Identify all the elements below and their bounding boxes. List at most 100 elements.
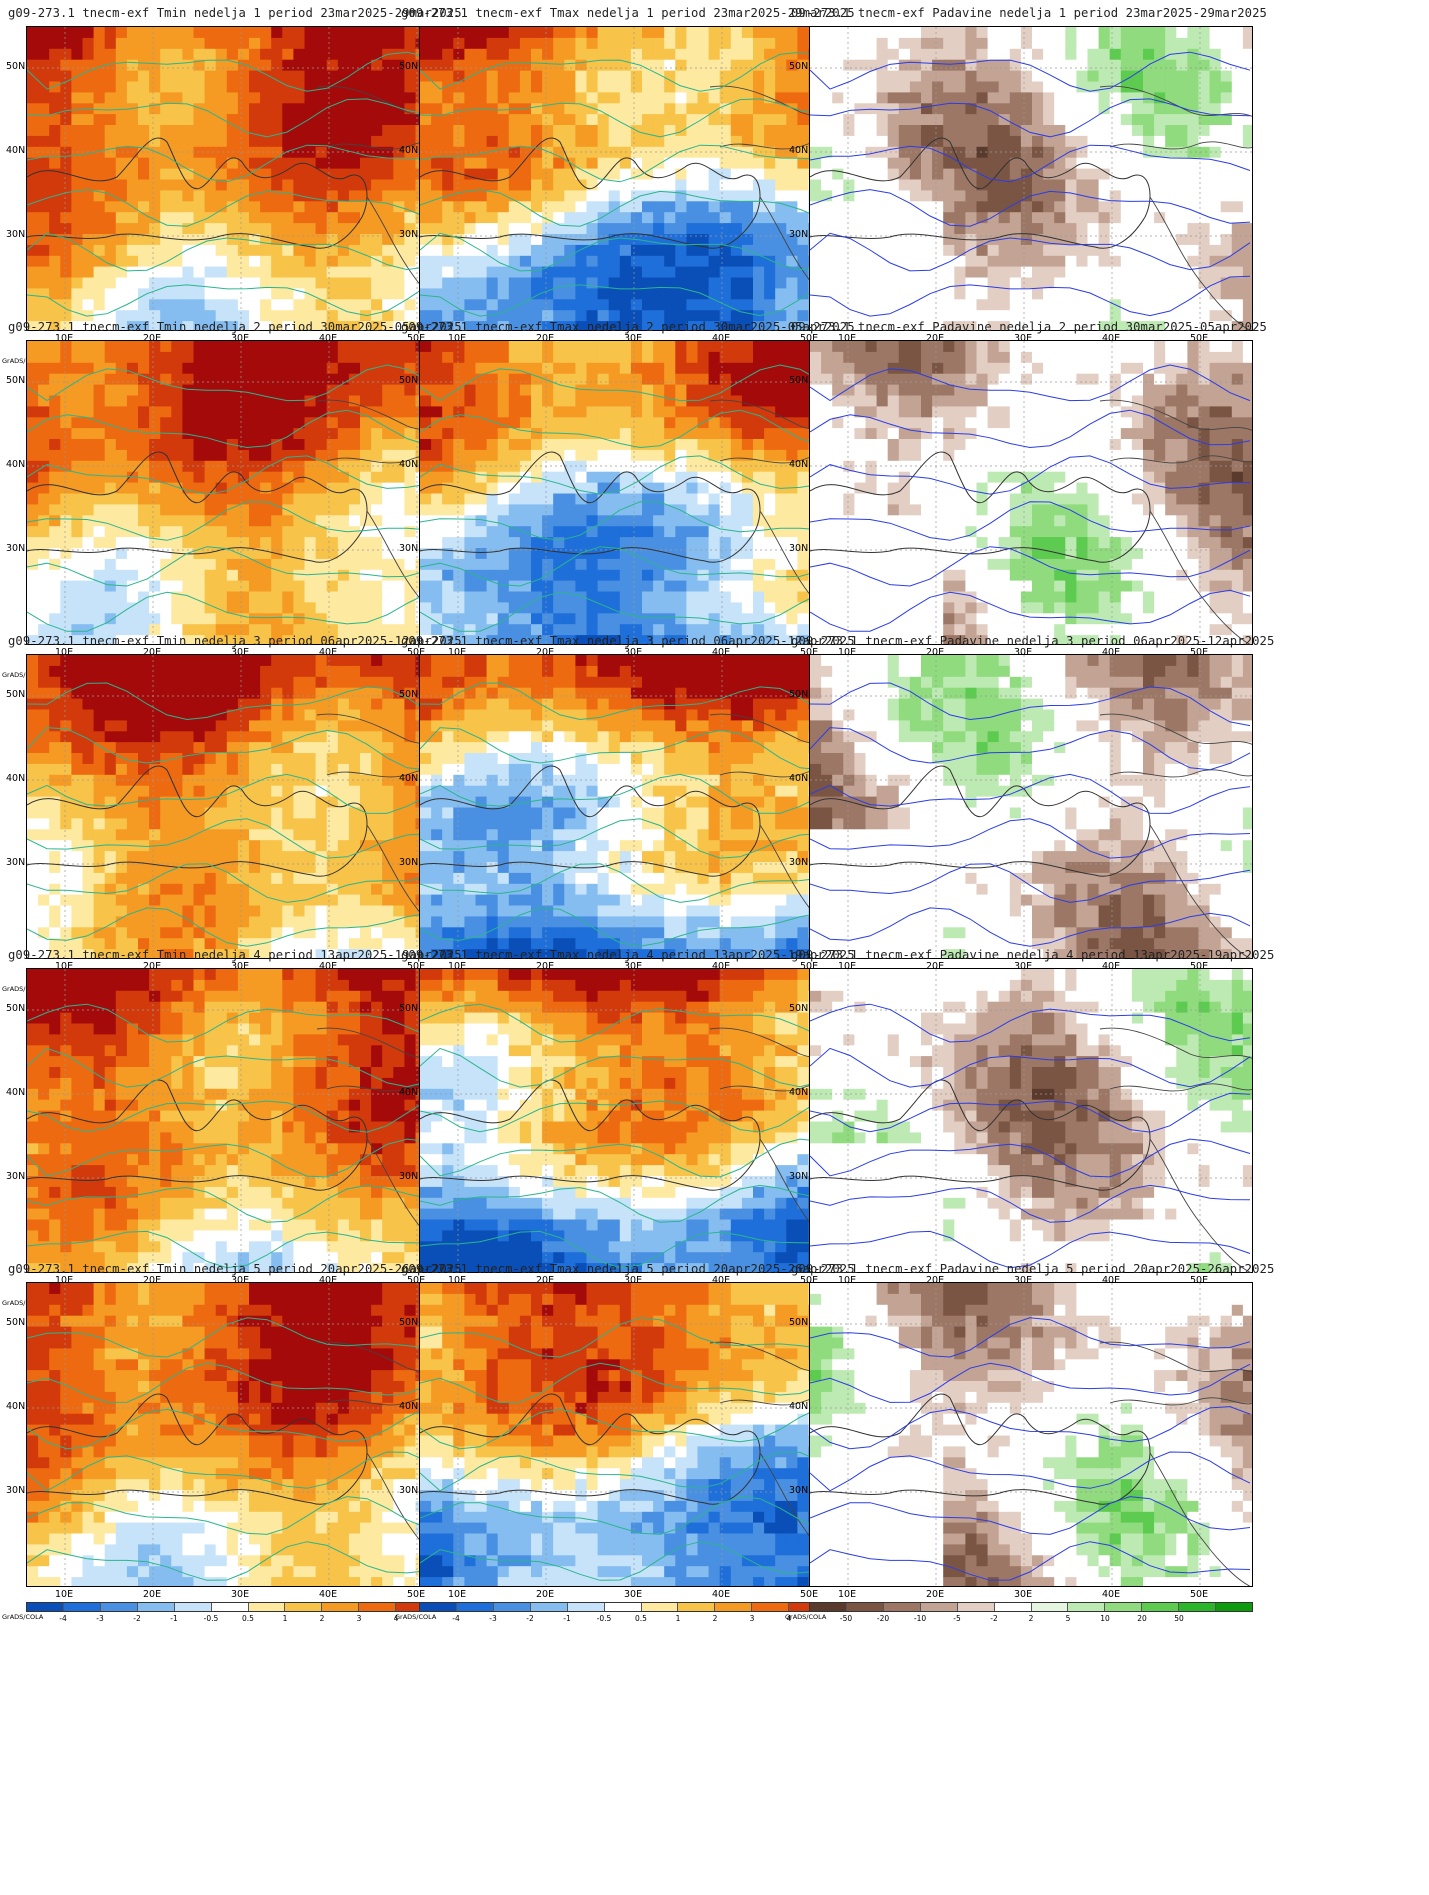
lon-label: 10E bbox=[55, 647, 74, 658]
panel-title: g09-273.1 tnecm-exf Tmax nedelja 5 perio… bbox=[401, 1262, 855, 1276]
colorbar-swatch bbox=[174, 1603, 212, 1611]
lon-label: 10E bbox=[55, 1275, 74, 1286]
lon-label: 20E bbox=[143, 1275, 162, 1286]
lon-label: 10E bbox=[448, 333, 467, 344]
map-panel-tmax-week-3: g09-273.1 tnecm-exf Tmax nedelja 3 perio… bbox=[393, 628, 869, 1007]
lon-label: 10E bbox=[55, 333, 74, 344]
map-panel-tmin-week-3: g09-273.1 tnecm-exf Tmin nedelja 3 perio… bbox=[0, 628, 476, 1007]
panel-title: g09-273.1 tnecm-exf Tmax nedelja 4 perio… bbox=[401, 948, 855, 962]
grads-credit: GrADS/COLA bbox=[2, 1299, 44, 1307]
lon-label: 40E bbox=[319, 333, 338, 344]
lat-label: 50N bbox=[789, 375, 809, 386]
lat-label: 50N bbox=[6, 1317, 26, 1328]
map-panel-tmax-week-1: g09-273.1 tnecm-exf Tmax nedelja 1 perio… bbox=[393, 0, 869, 379]
colorbar-swatch bbox=[567, 1603, 605, 1611]
lon-label: 10E bbox=[838, 647, 857, 658]
colorbar-swatch bbox=[920, 1603, 958, 1611]
lon-label: 30E bbox=[624, 961, 643, 972]
lon-label: 30E bbox=[624, 1589, 643, 1600]
lon-label: 10E bbox=[55, 961, 74, 972]
colorbar-swatch bbox=[957, 1603, 995, 1611]
lon-label: 30E bbox=[231, 333, 250, 344]
grads-credit: GrADS/COLA bbox=[2, 985, 44, 993]
lon-label: 40E bbox=[712, 961, 731, 972]
lat-label: 30N bbox=[6, 229, 26, 240]
colorbar-swatch bbox=[752, 1603, 790, 1611]
lat-label: 30N bbox=[789, 1485, 809, 1496]
lat-label: 30N bbox=[789, 229, 809, 240]
colorbar-tick-label: -3 bbox=[96, 1614, 104, 1623]
lon-label: 30E bbox=[624, 647, 643, 658]
map-area bbox=[419, 26, 863, 331]
colorbar-tick-label: -0.5 bbox=[203, 1614, 219, 1623]
colorbar-swatch bbox=[604, 1603, 642, 1611]
map-area bbox=[26, 26, 470, 331]
lon-label: 20E bbox=[926, 1589, 945, 1600]
lon-label: 10E bbox=[448, 961, 467, 972]
lon-label: 50E bbox=[1190, 961, 1209, 972]
lat-label: 40N bbox=[789, 773, 809, 784]
lon-label: 20E bbox=[926, 647, 945, 658]
lon-label: 50E bbox=[407, 647, 426, 658]
lon-label: 40E bbox=[1102, 1589, 1121, 1600]
lon-label: 40E bbox=[319, 1589, 338, 1600]
colorbar-tick-label: -4 bbox=[452, 1614, 460, 1623]
lon-label: 30E bbox=[231, 1275, 250, 1286]
colorbar-tick-label: -1 bbox=[170, 1614, 178, 1623]
anomaly-field bbox=[810, 655, 1252, 958]
lon-label: 10E bbox=[838, 1275, 857, 1286]
panel-title: g09-273.1 tnecm-exf Tmin nedelja 2 perio… bbox=[8, 320, 462, 334]
lon-label: 10E bbox=[448, 1589, 467, 1600]
colorbar-swatch bbox=[678, 1603, 716, 1611]
colorbar-swatch bbox=[641, 1603, 679, 1611]
colorbar-tick-label: 2 bbox=[712, 1614, 718, 1623]
lon-label: 50E bbox=[1190, 1589, 1209, 1600]
colorbar-swatch bbox=[1179, 1603, 1217, 1611]
grads-credit: GrADS/COLA bbox=[2, 357, 44, 365]
map-panel-tmin-week-5: g09-273.1 tnecm-exf Tmin nedelja 5 perio… bbox=[0, 1256, 476, 1635]
lat-label: 40N bbox=[399, 1401, 419, 1412]
lon-label: 20E bbox=[536, 961, 555, 972]
colorbar-swatch bbox=[63, 1603, 101, 1611]
colorbar-swatch bbox=[27, 1603, 64, 1611]
colorbar bbox=[419, 1602, 863, 1612]
lon-label: 40E bbox=[1102, 647, 1121, 658]
colorbar-tick-label: 4 bbox=[393, 1614, 399, 1623]
anomaly-field bbox=[810, 27, 1252, 330]
lon-label: 30E bbox=[231, 961, 250, 972]
lat-label: 30N bbox=[789, 1171, 809, 1182]
panel-title: g09-273.1 tnecm-exf Tmin nedelja 4 perio… bbox=[8, 948, 462, 962]
colorbar-swatch bbox=[137, 1603, 175, 1611]
colorbar-tick-label: -3 bbox=[489, 1614, 497, 1623]
anomaly-field bbox=[27, 969, 469, 1272]
lon-label: 40E bbox=[1102, 333, 1121, 344]
colorbar-tick-label: 0.5 bbox=[635, 1614, 647, 1623]
colorbar-swatch bbox=[322, 1603, 360, 1611]
colorbar-swatch bbox=[1031, 1603, 1069, 1611]
lon-label: 30E bbox=[1014, 961, 1033, 972]
grads-credit: GrADS/COLA bbox=[2, 671, 44, 679]
panel-title: g09-273.1 tnecm-exf Padavine nedelja 5 p… bbox=[791, 1262, 1275, 1276]
lat-label: 40N bbox=[399, 145, 419, 156]
anomaly-field bbox=[420, 27, 862, 330]
colorbar-tick-label: 3 bbox=[749, 1614, 755, 1623]
lat-label: 30N bbox=[399, 1485, 419, 1496]
lat-label: 30N bbox=[6, 1485, 26, 1496]
grads-credit: GrADS/COLA bbox=[785, 1613, 827, 1621]
map-area bbox=[26, 1282, 470, 1587]
colorbar-swatch bbox=[285, 1603, 323, 1611]
colorbar-swatch bbox=[1105, 1603, 1143, 1611]
lat-label: 50N bbox=[399, 61, 419, 72]
lat-label: 50N bbox=[6, 61, 26, 72]
lat-label: 30N bbox=[789, 543, 809, 554]
map-panel-tmax-week-5: g09-273.1 tnecm-exf Tmax nedelja 5 perio… bbox=[393, 1256, 869, 1635]
colorbar-swatch bbox=[883, 1603, 921, 1611]
panel-title: g09-273.1 tnecm-exf Tmin nedelja 1 perio… bbox=[8, 6, 462, 20]
lat-label: 40N bbox=[6, 1087, 26, 1098]
lon-label: 50E bbox=[800, 647, 819, 658]
lat-label: 50N bbox=[789, 1003, 809, 1014]
lat-label: 40N bbox=[6, 773, 26, 784]
lat-label: 50N bbox=[6, 1003, 26, 1014]
lon-label: 20E bbox=[536, 647, 555, 658]
lat-label: 40N bbox=[789, 459, 809, 470]
